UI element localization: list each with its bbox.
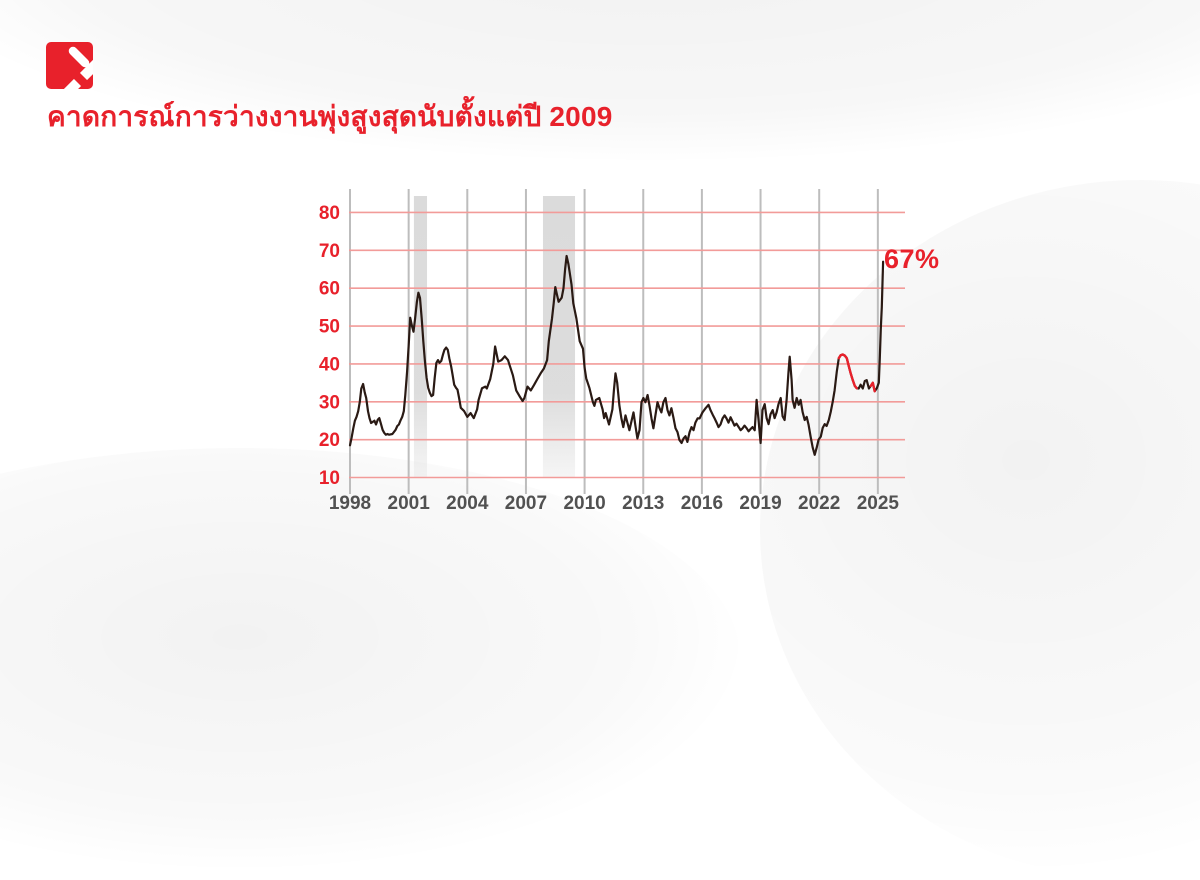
x-tick-label: 2001 (388, 493, 431, 514)
x-tick-label: 2019 (739, 493, 781, 514)
x-axis-tick-labels: 1998 2001 2004 2007 2010 2013 2016 2019 2022 2025 (329, 493, 900, 514)
y-tick-label: 70 (319, 241, 340, 262)
x-tick-label: 2010 (563, 493, 605, 514)
x-tick-label: 1998 (329, 493, 371, 514)
x-tick-label: 2025 (857, 493, 900, 514)
y-tick-label: 10 (319, 468, 340, 489)
y-tick-label: 80 (319, 203, 340, 224)
brand-logo-mark (46, 42, 103, 99)
y-tick-label: 20 (319, 430, 340, 451)
series-line (348, 254, 885, 456)
page-title: คาดการณ์การว่างงานพุ่งสูงสุดนับตั้งแต่ปี… (47, 101, 613, 132)
series-line-highlight (869, 381, 876, 393)
x-tick-label: 2007 (505, 493, 547, 514)
grid-vertical (349, 189, 879, 494)
x-tick-label: 2013 (622, 493, 664, 514)
x-tick-label: 2022 (798, 493, 840, 514)
recession-band (413, 196, 428, 477)
x-tick-label: 2004 (446, 493, 489, 514)
unemployment-expectations-chart: 1998 2001 2004 2007 2010 2013 2016 2019 2022 2025… (315, 175, 940, 535)
y-tick-label: 60 (319, 279, 340, 300)
grid-horizontal (349, 211, 905, 479)
x-tick-label: 2016 (681, 493, 723, 514)
recession-bands (413, 196, 576, 477)
y-tick-label: 40 (319, 354, 340, 375)
y-tick-label: 50 (319, 317, 340, 338)
y-axis-tick-labels: 10 20 30 40 50 60 70 80 (319, 203, 340, 489)
spike-value-label: 67% (884, 244, 940, 274)
brand-logo (46, 42, 103, 99)
recession-band (542, 196, 576, 477)
y-tick-label: 30 (319, 392, 340, 413)
line-chart-svg: 1998 2001 2004 2007 2010 2013 2016 2019 2022 2025… (319, 189, 905, 514)
series-line-highlight (837, 353, 858, 390)
